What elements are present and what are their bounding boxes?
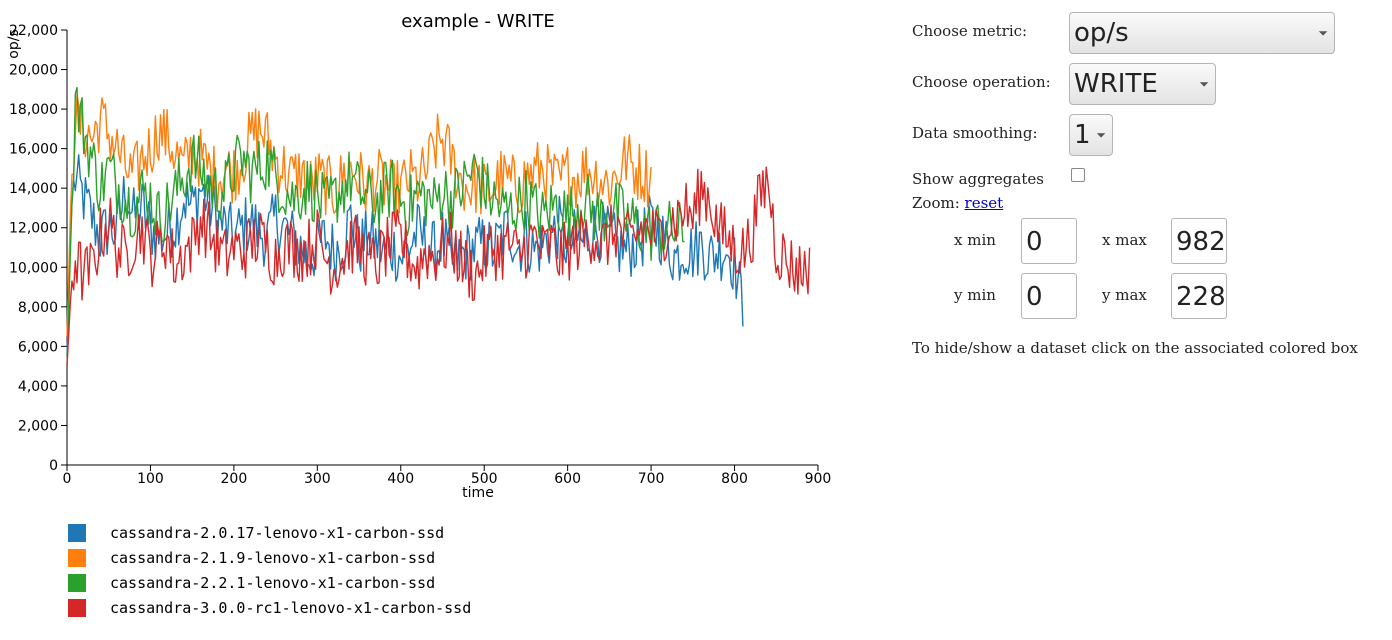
y-tick-label: 8,000 bbox=[18, 300, 58, 316]
x-tick-label: 400 bbox=[387, 471, 414, 487]
metric-select-value: op/s bbox=[1074, 18, 1129, 48]
chart-title: example - WRITE bbox=[401, 11, 554, 32]
legend-item-cassandra-3-0-0-rc1[interactable]: cassandra-3.0.0-rc1-lenovo-x1-carbon-ssd bbox=[68, 595, 471, 620]
xmin-label: x min bbox=[954, 231, 996, 249]
x-tick-label: 0 bbox=[63, 471, 72, 487]
y-tick-label: 4,000 bbox=[18, 379, 58, 395]
ymax-input[interactable]: 228 bbox=[1171, 273, 1227, 319]
operation-select[interactable]: WRITE ⏷ bbox=[1069, 63, 1216, 105]
legend-item-cassandra-2-1-9[interactable]: cassandra-2.1.9-lenovo-x1-carbon-ssd bbox=[68, 545, 471, 570]
operation-select-value: WRITE bbox=[1074, 69, 1158, 99]
y-tick-label: 22,000 bbox=[9, 23, 58, 39]
legend: cassandra-2.0.17-lenovo-x1-carbon-ssd ca… bbox=[68, 520, 471, 620]
legend-swatch[interactable] bbox=[68, 573, 86, 592]
x-tick-label: 700 bbox=[638, 471, 665, 487]
ymax-label: y max bbox=[1102, 286, 1147, 304]
ymin-label: y min bbox=[954, 286, 996, 304]
series-line-0 bbox=[66, 154, 744, 357]
xmax-input[interactable]: 982 bbox=[1171, 218, 1227, 264]
xmax-label: x max bbox=[1102, 231, 1147, 249]
chevron-down-icon: ⏷ bbox=[1096, 128, 1106, 142]
legend-item-cassandra-2-0-17[interactable]: cassandra-2.0.17-lenovo-x1-carbon-ssd bbox=[68, 520, 471, 545]
legend-swatch[interactable] bbox=[68, 548, 86, 567]
ymin-input[interactable]: 0 bbox=[1021, 273, 1077, 319]
axes: 0 2,000 4,000 6,000 8,000 10,000 12,000 14,000 1… bbox=[9, 23, 831, 487]
y-tick-label: 2,000 bbox=[18, 418, 58, 434]
zoom-row: Zoom: reset bbox=[912, 194, 1003, 212]
y-tick-label: 0 bbox=[49, 458, 58, 474]
x-tick-label: 300 bbox=[304, 471, 331, 487]
aggregates-label: Show aggregates bbox=[912, 170, 1044, 188]
x-tick-label: 500 bbox=[471, 471, 498, 487]
x-tick-label: 800 bbox=[721, 471, 748, 487]
chart: example - WRITE op/s time 0 2,000 4,000 6,0… bbox=[6, 11, 831, 501]
legend-item-cassandra-2-2-1[interactable]: cassandra-2.2.1-lenovo-x1-carbon-ssd bbox=[68, 570, 471, 595]
legend-swatch[interactable] bbox=[68, 523, 86, 542]
y-tick-label: 20,000 bbox=[9, 63, 58, 79]
zoom-label: Zoom: bbox=[912, 194, 960, 212]
hint-text: To hide/show a dataset click on the asso… bbox=[912, 339, 1358, 357]
smoothing-select[interactable]: 1 ⏷ bbox=[1069, 114, 1113, 156]
y-tick-label: 18,000 bbox=[9, 102, 58, 118]
aggregates-checkbox[interactable] bbox=[1071, 168, 1085, 182]
metric-label: Choose metric: bbox=[912, 22, 1028, 40]
series-line-1 bbox=[66, 93, 652, 337]
series-line-3 bbox=[66, 166, 811, 367]
chevron-down-icon: ⏷ bbox=[1318, 26, 1328, 40]
y-tick-label: 6,000 bbox=[18, 339, 58, 355]
metric-select[interactable]: op/s ⏷ bbox=[1069, 12, 1335, 54]
x-tick-label: 600 bbox=[554, 471, 581, 487]
zoom-reset-link[interactable]: reset bbox=[964, 194, 1004, 212]
chevron-down-icon: ⏷ bbox=[1199, 77, 1209, 91]
series-layer bbox=[66, 86, 811, 367]
y-tick-label: 10,000 bbox=[9, 260, 58, 276]
smoothing-label: Data smoothing: bbox=[912, 124, 1038, 142]
x-tick-label: 100 bbox=[137, 471, 164, 487]
operation-label: Choose operation: bbox=[912, 73, 1051, 91]
smoothing-select-value: 1 bbox=[1074, 120, 1091, 150]
xmin-input[interactable]: 0 bbox=[1021, 218, 1077, 264]
y-tick-label: 14,000 bbox=[9, 181, 58, 197]
y-axis-title: op/s bbox=[6, 29, 22, 58]
legend-label: cassandra-2.1.9-lenovo-x1-carbon-ssd bbox=[110, 548, 436, 567]
x-tick-label: 900 bbox=[805, 471, 832, 487]
legend-label: cassandra-2.0.17-lenovo-x1-carbon-ssd bbox=[110, 523, 445, 542]
y-tick-label: 12,000 bbox=[9, 221, 58, 237]
x-tick-label: 200 bbox=[221, 471, 248, 487]
y-tick-label: 16,000 bbox=[9, 142, 58, 158]
x-axis-title: time bbox=[462, 485, 494, 501]
legend-label: cassandra-3.0.0-rc1-lenovo-x1-carbon-ssd bbox=[110, 598, 472, 617]
legend-swatch[interactable] bbox=[68, 598, 86, 617]
legend-label: cassandra-2.2.1-lenovo-x1-carbon-ssd bbox=[110, 573, 436, 592]
